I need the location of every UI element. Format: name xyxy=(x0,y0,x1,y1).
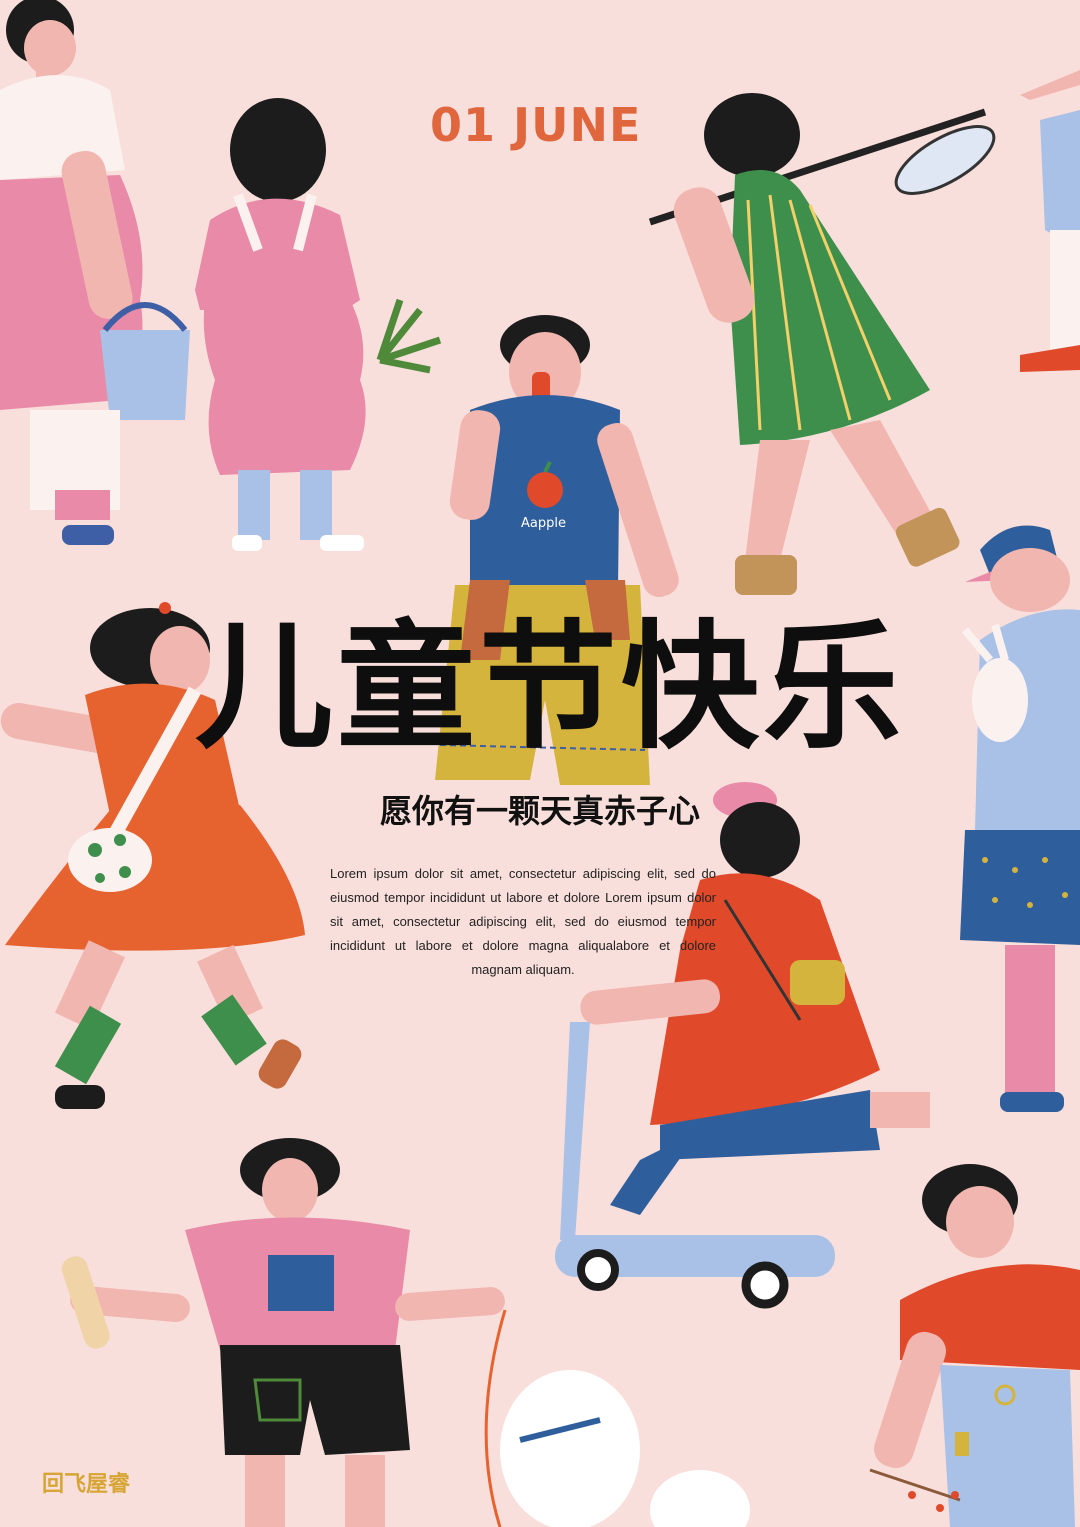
boy-with-bunny-illustration xyxy=(960,526,1080,1113)
girl-with-net-illustration xyxy=(650,93,1004,595)
shirt-print: Aapple xyxy=(519,512,569,532)
poster-subtitle: 愿你有一颗天真赤子心 xyxy=(330,792,750,830)
girl-pink-dress-illustration xyxy=(195,98,440,551)
body-text: Lorem ipsum dolor sit amet, consectetur … xyxy=(330,862,716,982)
girl-on-scooter-illustration xyxy=(555,782,930,1304)
girl-with-branch-illustration xyxy=(869,1164,1080,1527)
poster-title: 儿童节快乐 xyxy=(190,612,910,764)
brand-logo: 回飞屋睿 xyxy=(42,1466,130,1498)
right-edge-figure-illustration xyxy=(1020,70,1080,372)
shirt-print-text: Aapple xyxy=(521,516,566,531)
date-label: 01 JUNE xyxy=(430,102,660,148)
girl-with-bucket-illustration xyxy=(0,0,190,545)
